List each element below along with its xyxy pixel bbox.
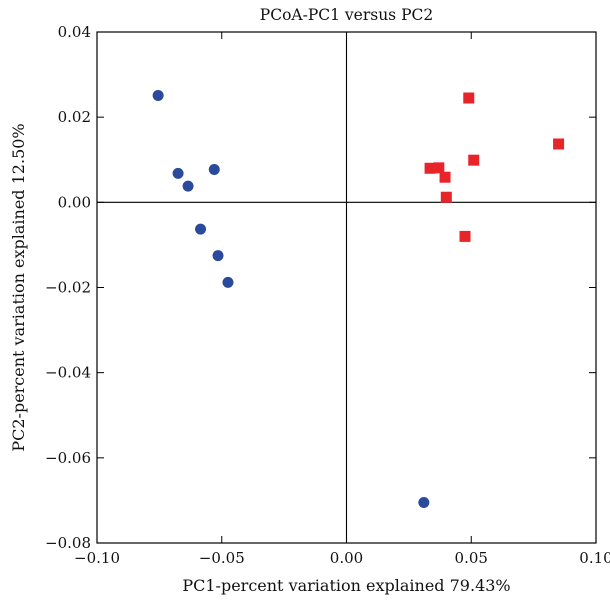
- data-point-circle: [172, 167, 184, 179]
- y-axis-title: PC2-percent variation explained 12.50%: [9, 123, 28, 451]
- data-point-circle: [208, 164, 220, 176]
- x-tick-label: 0.05: [455, 549, 488, 567]
- data-point-square: [553, 138, 565, 150]
- y-tick-label: −0.06: [45, 449, 91, 467]
- data-point-square: [439, 171, 451, 183]
- y-tick-label: 0.00: [58, 193, 91, 211]
- data-point-circle: [182, 180, 194, 192]
- x-tick-label: 0.00: [330, 549, 363, 567]
- y-tick-label: −0.02: [45, 279, 91, 297]
- plot-area: −0.10 −0.05 0.00 0.05 0.10 0.04 0.02 0.00 −0.02 −…: [45, 23, 610, 567]
- data-point-square: [440, 191, 452, 203]
- x-axis-title: PC1-percent variation explained 79.43%: [182, 576, 510, 595]
- y-tick-label: 0.04: [58, 23, 91, 41]
- data-point-circle: [222, 276, 234, 288]
- y-tick-label: −0.08: [45, 534, 91, 552]
- data-point-circle: [195, 223, 207, 235]
- data-point-circle: [418, 497, 430, 509]
- data-point-square: [468, 154, 480, 166]
- chart-title: PCoA-PC1 versus PC2: [260, 6, 433, 24]
- data-point-square: [424, 162, 436, 174]
- data-point-square: [433, 162, 445, 174]
- x-tick-label: −0.05: [199, 549, 245, 567]
- data-point-circle: [152, 89, 164, 101]
- data-point-circle: [212, 250, 224, 262]
- x-tick-label: 0.10: [579, 549, 610, 567]
- y-tick-label: 0.02: [58, 108, 91, 126]
- data-point-square: [459, 230, 471, 242]
- data-point-square: [463, 92, 475, 104]
- x-tick-label: −0.10: [74, 549, 120, 567]
- y-tick-label: −0.04: [45, 364, 91, 382]
